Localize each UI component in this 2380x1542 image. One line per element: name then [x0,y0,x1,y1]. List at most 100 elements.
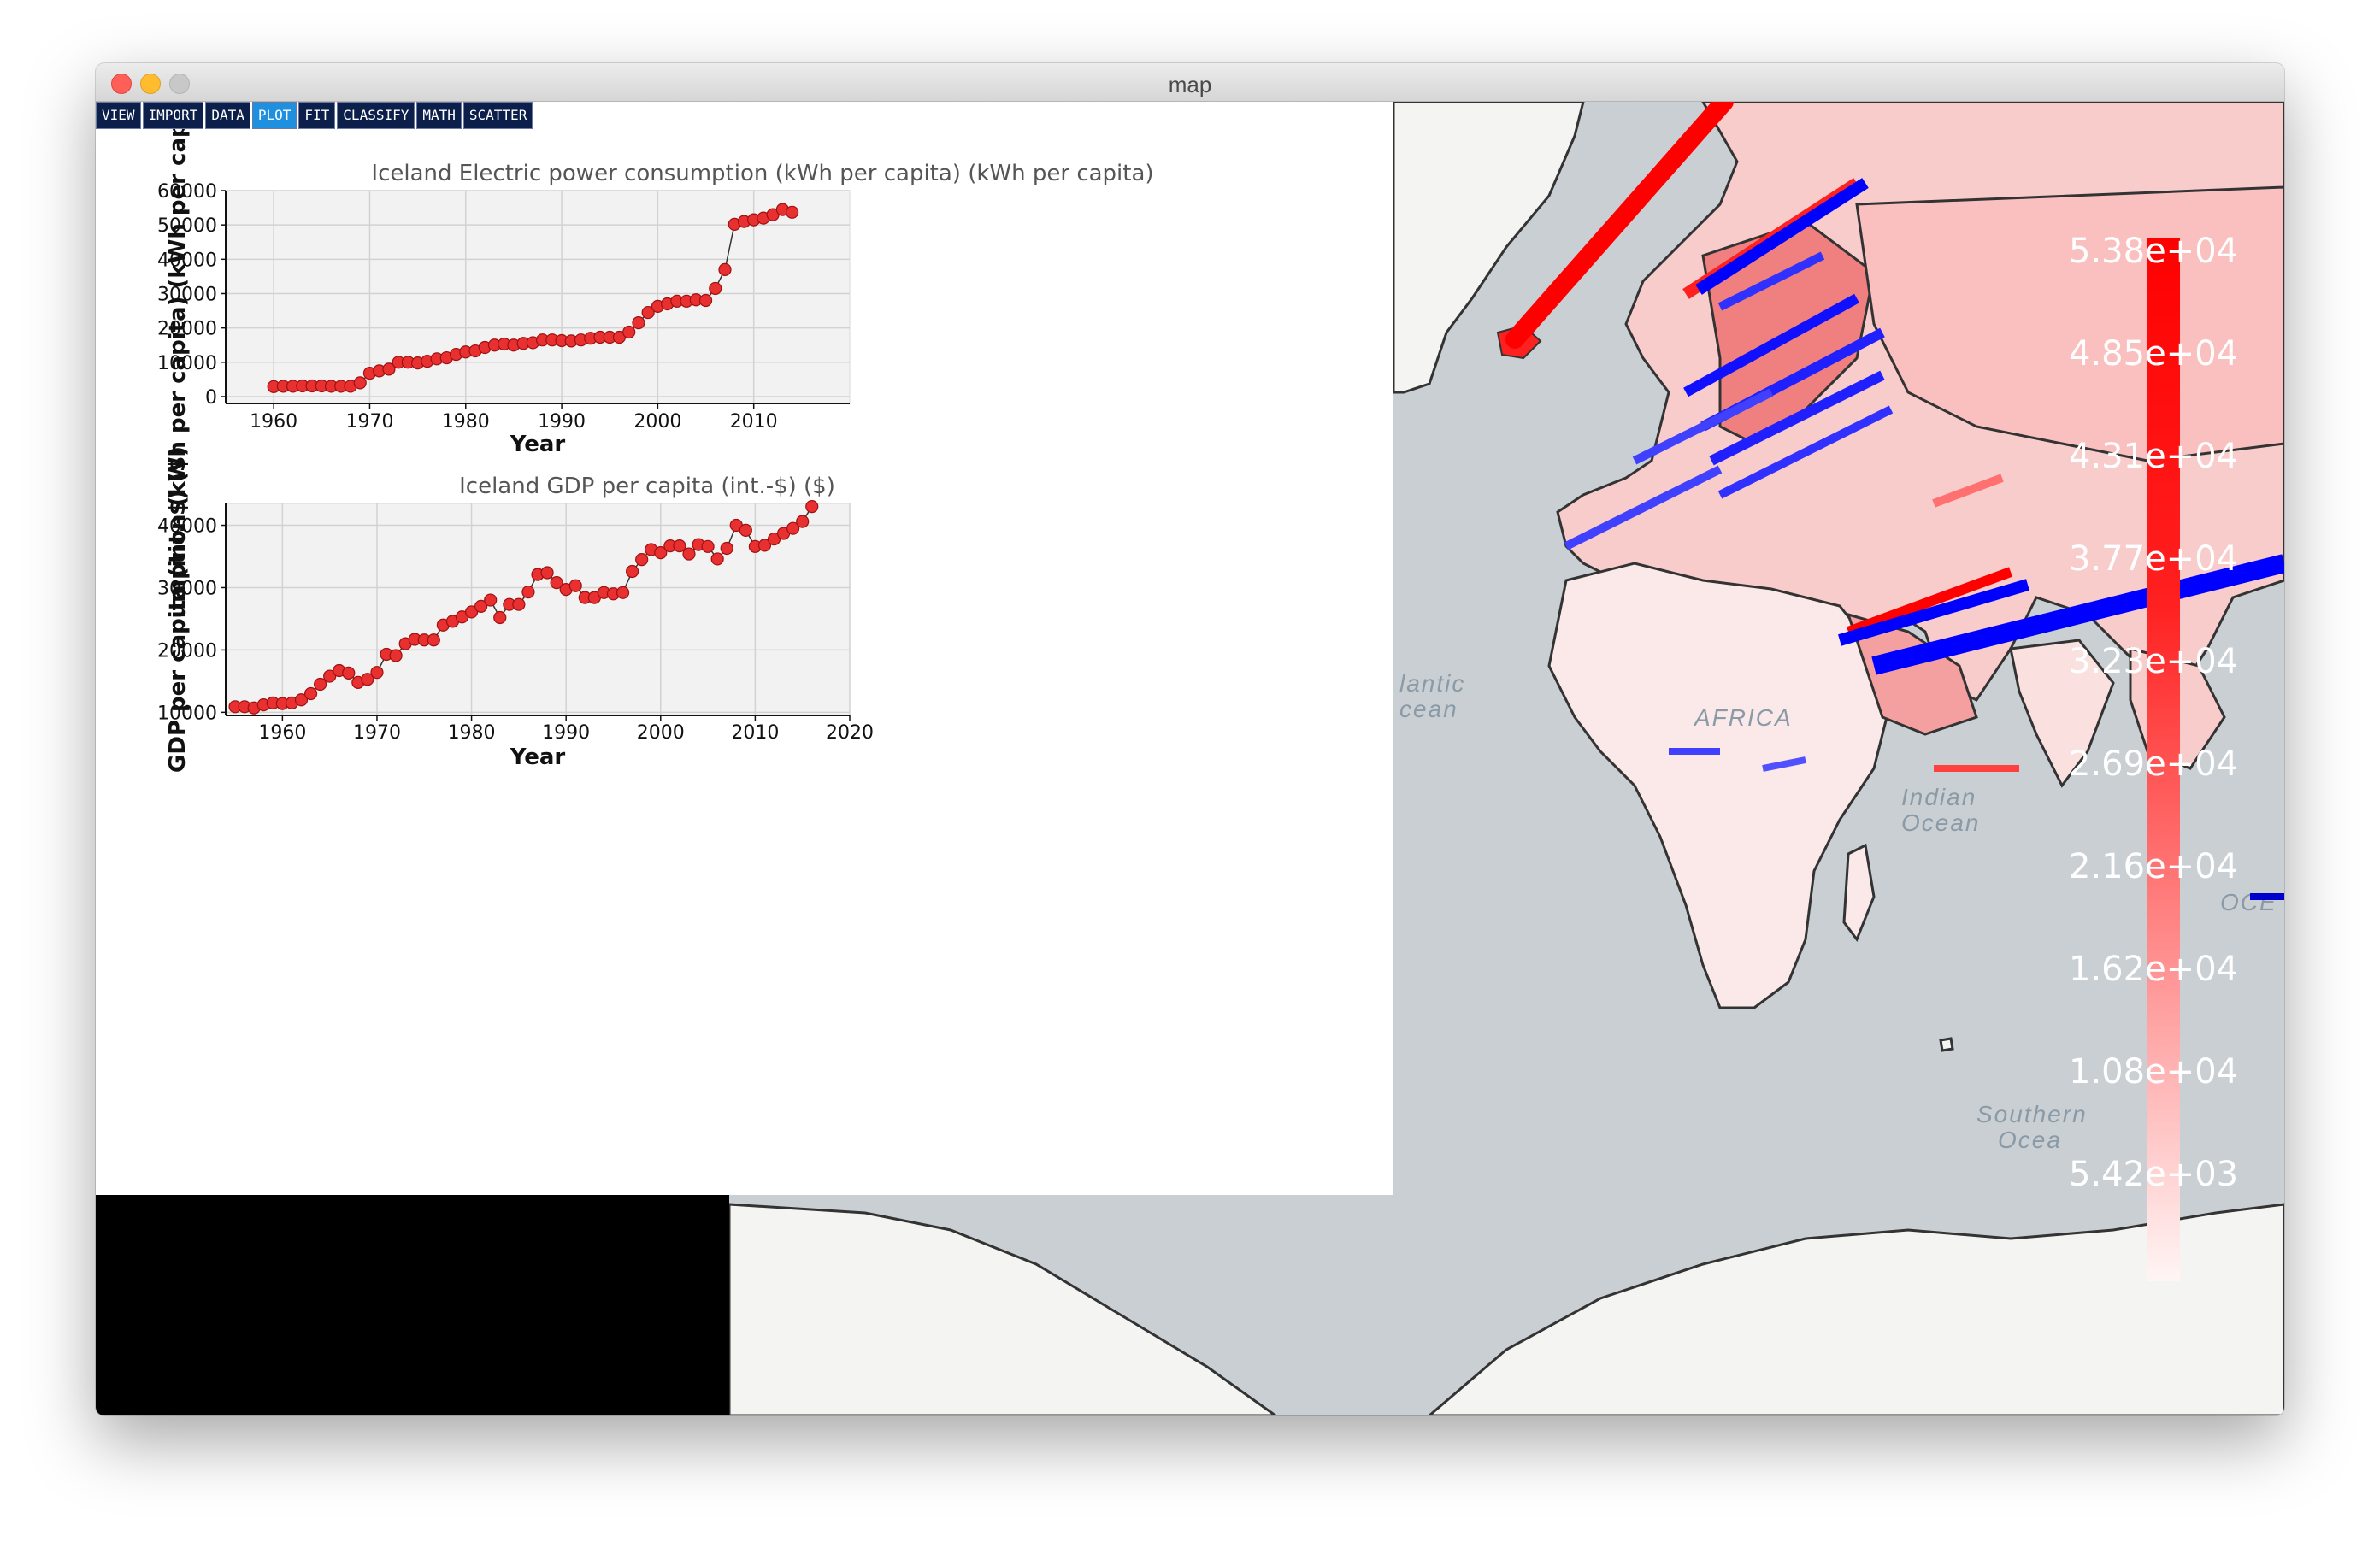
ocean-label-southern-2: Ocea [1998,1127,2062,1153]
data-point[interactable] [698,293,713,308]
bar-asia-blue[interactable] [1871,554,2284,675]
x-axis-label: Year [510,432,566,457]
menu-classify[interactable]: CLASSIFY [337,102,415,129]
menu-plot[interactable]: PLOT [251,102,298,129]
data-point[interactable] [632,316,645,330]
close-window-button[interactable] [111,74,132,94]
menu-import[interactable]: IMPORT [142,102,204,129]
data-point[interactable] [484,593,498,607]
legend-label: 5.38e+04 [2069,232,2238,271]
menu-bar: VIEW IMPORT DATA PLOT FIT CLASSIFY MATH … [96,102,534,131]
data-point[interactable] [635,553,649,567]
data-point[interactable] [382,362,396,376]
y-axis-label: umption (kWh per capita) (kWh per capita… [165,102,191,618]
bar-arabia[interactable] [1846,567,2013,637]
legend-label: 4.85e+04 [2069,334,2238,374]
bar-mideast-blue[interactable] [1838,579,2029,646]
x-tick-label: 1990 [542,722,590,744]
data-point[interactable] [641,305,655,320]
data-point[interactable] [512,597,526,611]
data-point[interactable] [540,566,554,580]
data-point[interactable] [805,500,819,514]
bar-europe-6[interactable] [1632,388,1774,465]
bar-europe-7[interactable] [1717,251,1825,311]
bar-europe-4[interactable] [1717,405,1894,499]
menu-scatter[interactable]: SCATTER [462,102,533,129]
ocean-label-oceania: OCE [2220,889,2277,915]
data-point[interactable] [568,579,582,592]
x-axis-label: Year [510,745,566,770]
data-point[interactable] [622,325,636,339]
data-point[interactable] [718,262,732,276]
data-point[interactable] [701,539,715,553]
minimize-window-button[interactable] [140,74,161,94]
title-bar: map [96,63,2284,102]
x-tick-label: 2000 [637,722,685,744]
bar-asia-red-2[interactable] [1932,474,2004,508]
data-point[interactable] [654,546,668,560]
legend-label: 2.69e+04 [2069,745,2238,784]
bar-finland[interactable] [1695,178,1869,295]
data-point[interactable] [342,666,356,680]
menu-math[interactable]: MATH [416,102,462,129]
data-point[interactable] [521,585,535,599]
chart-1: 1960 1970 1980 1990 2000 2010 0 10000 20000 30000… [157,102,1154,618]
legend-label: 1.08e+04 [2069,1052,2238,1092]
data-point[interactable] [673,539,686,553]
x-tick-label: 1980 [442,411,490,433]
data-point[interactable] [720,541,733,556]
data-point[interactable] [709,281,722,296]
data-point[interactable] [550,576,563,590]
data-point[interactable] [474,599,488,613]
data-point[interactable] [616,586,630,599]
legend-label: 2.16e+04 [2069,847,2238,886]
y-tick-label: 40000 [157,516,217,538]
data-point[interactable] [353,376,367,390]
data-point[interactable] [493,610,507,625]
menu-fit[interactable]: FIT [298,102,336,129]
bar-africa-1[interactable] [1762,756,1806,772]
data-point[interactable] [361,673,374,686]
data-point[interactable] [294,693,309,707]
chart-title: Iceland GDP per capita (int.-$) ($) [459,474,835,499]
x-tick-label: 1990 [538,411,586,433]
legend-label: 1.62e+04 [2069,950,2238,989]
menu-view[interactable]: VIEW [96,102,141,129]
data-point[interactable] [786,521,800,535]
legend-label: 5.42e+03 [2069,1155,2238,1194]
bar-europe-3[interactable] [1709,370,1885,466]
data-point[interactable] [796,515,810,528]
data-point[interactable] [739,523,752,537]
y-axis-label: GDP per capita (int.-$) ($) [165,446,191,773]
legend-label: 3.77e+04 [2069,539,2238,579]
data-point[interactable] [626,564,639,579]
y-tick-label: 0 [205,387,217,409]
data-point[interactable] [314,677,327,692]
data-point[interactable] [682,547,696,561]
data-point[interactable] [427,633,440,647]
data-point[interactable] [710,552,724,566]
menu-data[interactable]: DATA [205,102,250,129]
bar-europe-5[interactable] [1564,465,1723,550]
legend-label: 4.31e+04 [2069,437,2238,476]
data-point[interactable] [464,605,479,619]
bar-europe-1[interactable] [1683,293,1859,397]
charts-svg: 1960 1970 1980 1990 2000 2010 0 10000 20000 30000… [157,102,1154,773]
bar-iceland[interactable] [1505,102,1734,349]
data-point[interactable] [757,539,772,552]
data-point[interactable] [786,205,799,219]
data-point[interactable] [389,649,403,662]
x-tick-label: 2010 [730,411,778,433]
window-title: map [1168,72,1212,97]
ocean-label-indian-1: Indian [1901,784,1976,810]
x-tick-label: 1980 [448,722,496,744]
data-point[interactable] [767,532,781,546]
data-point[interactable] [303,686,318,701]
data-point[interactable] [370,666,384,680]
data-point[interactable] [323,669,337,683]
legend-color-bar [2147,238,2180,1281]
y-tick-label: 50000 [157,215,217,237]
ocean-label-atlantic-1: lantic [1399,670,1465,697]
chart-2: 1960 1970 1980 1990 2000 2010 2020 10000 20000 30… [157,446,874,773]
maximize-window-button[interactable] [169,74,190,94]
